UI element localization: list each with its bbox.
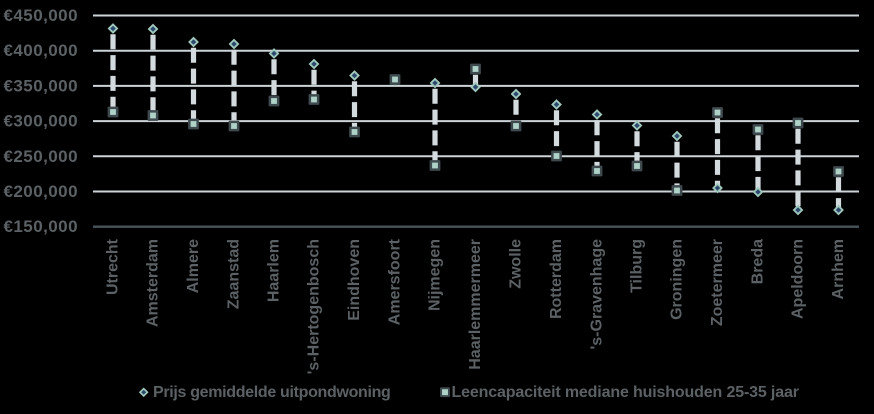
svg-text:Zaanstad: Zaanstad (226, 239, 243, 309)
svg-text:Utrecht: Utrecht (105, 238, 122, 295)
svg-text:€200,000: €200,000 (3, 182, 78, 201)
svg-text:Haarlemmermeer: Haarlemmermeer (467, 239, 484, 370)
svg-text:Tilburg: Tilburg (629, 239, 646, 293)
svg-text:Arnhem: Arnhem (830, 239, 847, 299)
svg-text:€450,000: €450,000 (3, 6, 78, 25)
svg-text:Rotterdam: Rotterdam (548, 239, 565, 319)
svg-text:Zwolle: Zwolle (508, 239, 525, 289)
svg-text:Breda: Breda (750, 239, 767, 284)
svg-text:Haarlem: Haarlem (266, 239, 283, 302)
svg-text:€350,000: €350,000 (3, 76, 78, 95)
svg-text:Groningen: Groningen (669, 239, 686, 320)
svg-text:Zoetermeer: Zoetermeer (709, 239, 726, 326)
svg-text:Prijs gemiddelde uitpondwoning: Prijs gemiddelde uitpondwoning (153, 384, 391, 401)
svg-text:€400,000: €400,000 (3, 41, 78, 60)
svg-text:€150,000: €150,000 (3, 217, 78, 236)
svg-text:Amersfoort: Amersfoort (387, 238, 404, 325)
svg-text:Amsterdam: Amsterdam (145, 239, 162, 327)
svg-text:Leencapaciteit mediane huishou: Leencapaciteit mediane huishouden 25-35 … (452, 384, 799, 401)
svg-text:€250,000: €250,000 (3, 147, 78, 166)
svg-text:€300,000: €300,000 (3, 112, 78, 131)
svg-text:Almere: Almere (185, 239, 202, 293)
svg-text:'s-Hertogenbosch: 's-Hertogenbosch (306, 239, 323, 374)
svg-text:Apeldoorn: Apeldoorn (790, 239, 807, 319)
svg-text:Eindhoven: Eindhoven (346, 239, 363, 321)
svg-text:Nijmegen: Nijmegen (427, 239, 444, 311)
svg-text:'s-Gravenhage: 's-Gravenhage (589, 239, 606, 350)
